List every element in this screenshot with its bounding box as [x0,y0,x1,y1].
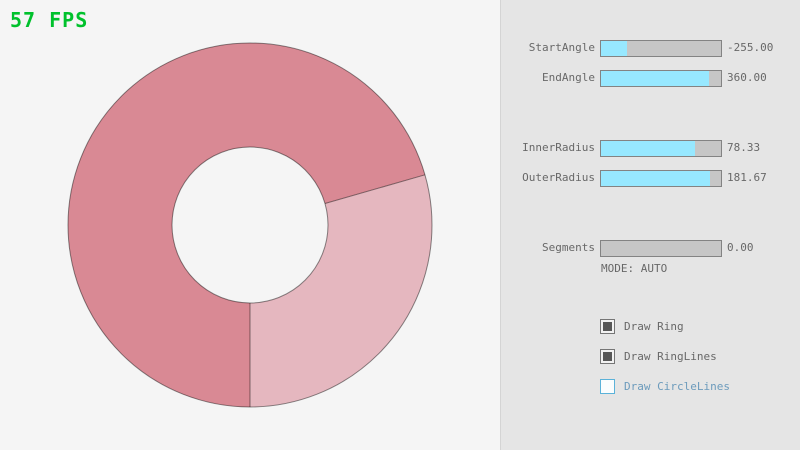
draw-ringlines-label: Draw RingLines [624,350,717,363]
end-angle-label: EndAngle [542,71,595,84]
inner-radius-value: 78.33 [727,141,761,154]
draw-ring-checkmark-icon [603,322,612,331]
draw-ringlines-checkbox[interactable] [600,349,615,364]
ring-inner-outline [171,146,329,304]
draw-circlelines-checkbox[interactable] [600,379,615,394]
ring-canvas [67,42,433,408]
draw-ringlines-checkmark-icon [603,352,612,361]
outer-radius-slider-fill [601,171,710,186]
segments-slider[interactable] [600,240,722,257]
inner-radius-label: InnerRadius [522,141,595,154]
outer-radius-value: 181.67 [727,171,767,184]
start-angle-label: StartAngle [528,41,595,54]
outer-radius-label: OuterRadius [522,171,595,184]
draw-circlelines-label: Draw CircleLines [624,380,730,393]
start-angle-value: -255.00 [727,41,774,54]
segments-value: 0.00 [727,241,754,254]
fps-counter: 57 FPS [10,8,89,32]
end-angle-slider-fill [601,71,709,86]
ring-sector-dark [68,42,425,407]
segments-mode-text: MODE: AUTO [601,262,668,275]
segments-label: Segments [542,241,595,254]
end-angle-value: 360.00 [727,71,767,84]
ring-outer-outline [67,42,433,408]
inner-radius-slider[interactable] [600,140,722,157]
end-angle-slider[interactable] [600,70,722,87]
draw-ring-label: Draw Ring [624,320,684,333]
start-angle-slider[interactable] [600,40,722,57]
ring-sector-light [250,174,433,407]
draw-ring-checkbox[interactable] [600,319,615,334]
ring-boundary-line-right [324,174,426,204]
inner-radius-slider-fill [601,141,695,156]
outer-radius-slider[interactable] [600,170,722,187]
start-angle-slider-fill [601,41,628,56]
